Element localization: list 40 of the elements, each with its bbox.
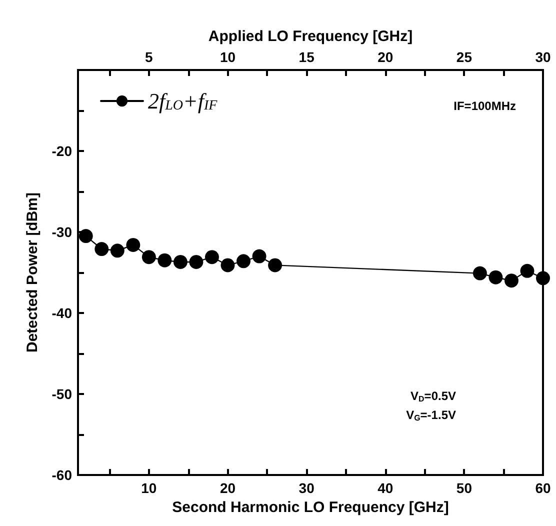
y-tick-label: -30 bbox=[52, 224, 72, 240]
x-tick-label: 60 bbox=[535, 480, 551, 496]
x2-tick-label: 25 bbox=[456, 49, 472, 65]
point bbox=[220, 258, 235, 272]
point bbox=[189, 254, 204, 269]
x-tick-label: 10 bbox=[141, 480, 157, 496]
annotation: IF=100MHz bbox=[454, 99, 516, 113]
point bbox=[236, 254, 251, 268]
x2-tick-label: 30 bbox=[535, 49, 551, 65]
x-tick-label: 40 bbox=[378, 480, 394, 496]
point bbox=[488, 270, 503, 284]
point bbox=[472, 266, 487, 280]
x-axis-title: Second Harmonic LO Frequency [GHz] bbox=[172, 498, 449, 516]
x2-tick-label: 5 bbox=[145, 49, 154, 65]
point bbox=[268, 258, 282, 272]
point bbox=[536, 271, 550, 286]
point bbox=[173, 254, 188, 269]
point bbox=[204, 250, 219, 264]
point bbox=[158, 253, 172, 268]
point bbox=[94, 242, 109, 256]
x2-tick-label: 10 bbox=[220, 49, 236, 65]
x2-axis-title: Applied LO Frequency [GHz] bbox=[208, 28, 413, 45]
x2-tick-label: 20 bbox=[378, 49, 394, 65]
y-tick-label: -20 bbox=[52, 143, 72, 159]
point bbox=[110, 244, 124, 258]
point bbox=[142, 250, 156, 264]
y-axis-title: Detected Power [dBm] bbox=[24, 192, 41, 353]
point bbox=[78, 229, 93, 244]
point bbox=[126, 238, 140, 252]
point bbox=[504, 274, 518, 288]
point bbox=[520, 264, 534, 278]
x-tick-label: 50 bbox=[456, 480, 472, 496]
x-tick-label: 20 bbox=[220, 480, 236, 496]
x-tick-label: 30 bbox=[298, 480, 315, 496]
y-tick-label: -60 bbox=[52, 467, 72, 483]
point bbox=[252, 249, 266, 264]
x2-tick-label: 15 bbox=[298, 49, 315, 65]
y-tick-label: -40 bbox=[52, 305, 72, 321]
legend-label: 2fLO+fIF bbox=[148, 88, 218, 114]
y-tick-label: -50 bbox=[52, 386, 72, 402]
